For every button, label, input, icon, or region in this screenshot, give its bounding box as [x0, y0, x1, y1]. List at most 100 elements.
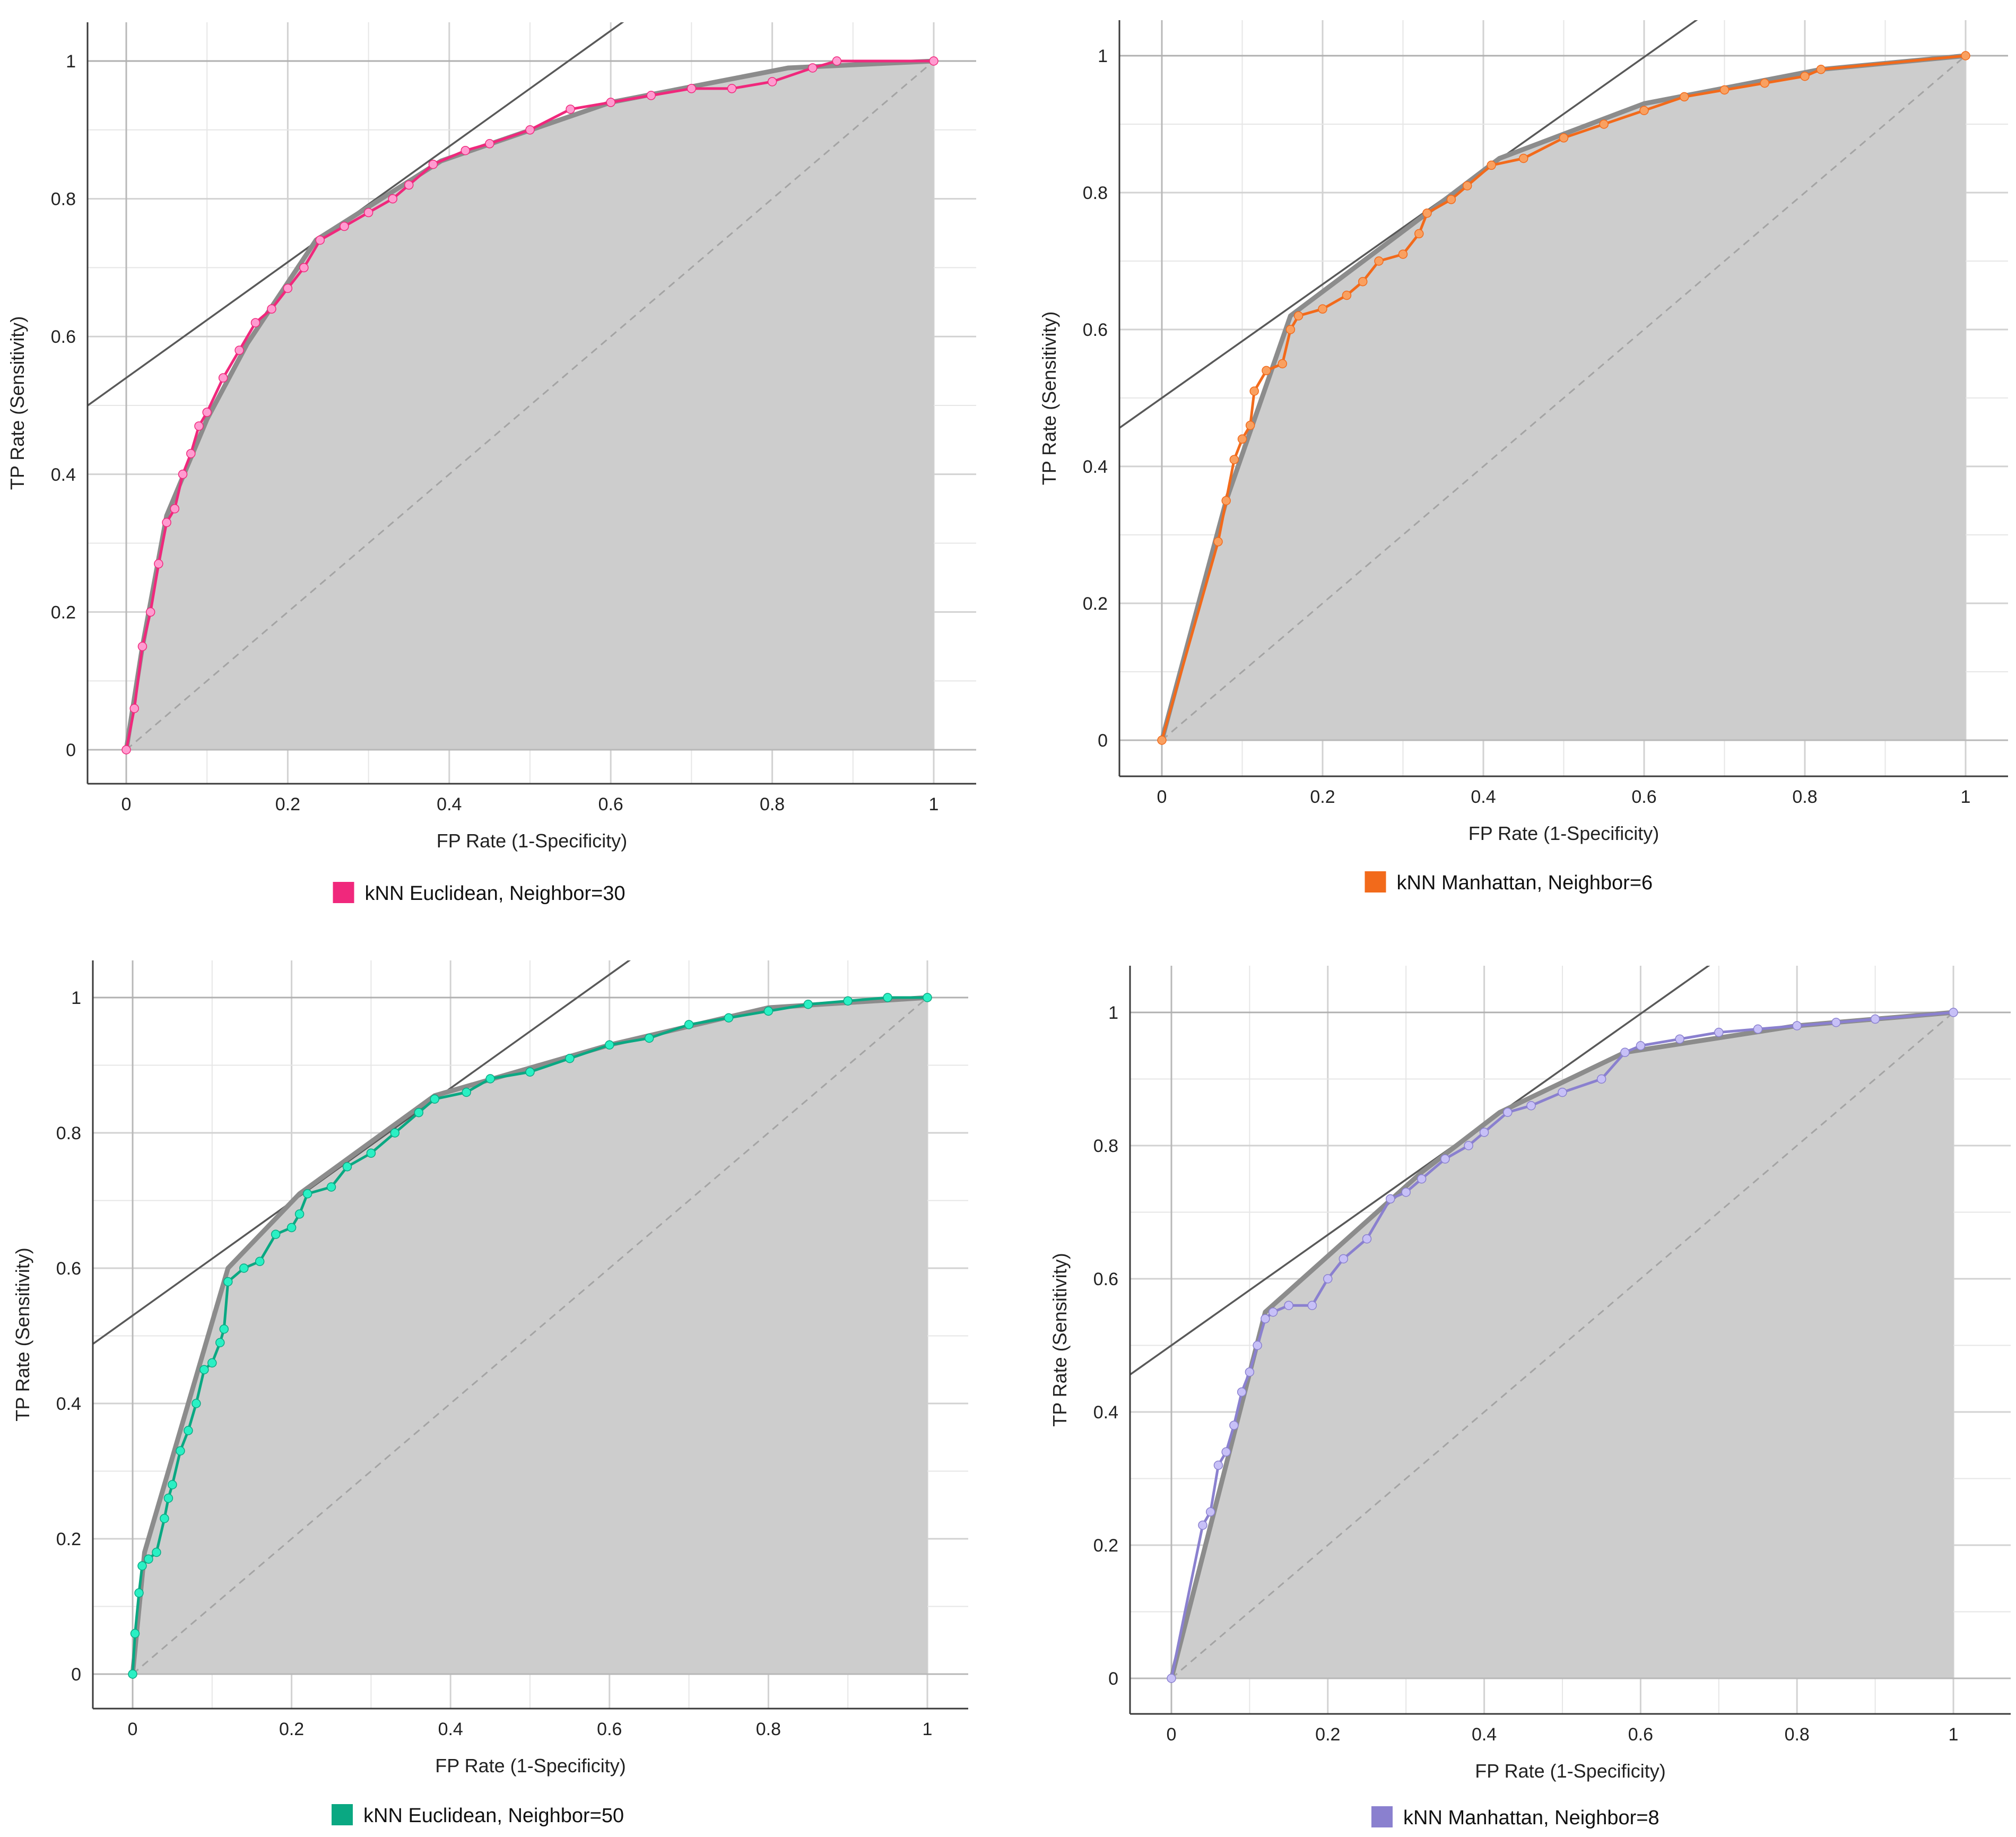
roc-point [1245, 420, 1255, 430]
plot-area [1130, 966, 2011, 1714]
y-tick-label: 0.4 [51, 465, 76, 485]
roc-point [1157, 735, 1167, 745]
roc-point [565, 1054, 575, 1063]
roc-point [178, 470, 188, 479]
y-axis-label: TP Rate (Sensitivity) [12, 1247, 33, 1421]
roc-point [1221, 496, 1231, 506]
roc-point [152, 1547, 161, 1557]
x-tick-label: 0.2 [1315, 1725, 1340, 1745]
legend-label: kNN Euclidean, Neighbor=50 [363, 1805, 624, 1827]
iso-performance-line [93, 960, 631, 1346]
legend: kNN Manhattan, Neighbor=8 [1371, 1806, 1659, 1829]
roc-point [1599, 119, 1609, 129]
roc-point [1753, 1024, 1763, 1034]
roc-point [326, 1182, 336, 1192]
roc-point [137, 642, 147, 652]
roc-point [130, 1628, 140, 1639]
y-tick-label: 0.6 [56, 1259, 81, 1279]
roc-point [154, 559, 163, 569]
x-tick-label: 1 [929, 794, 939, 814]
roc-point [294, 1209, 305, 1219]
y-tick-label: 0 [66, 740, 76, 760]
legend: kNN Manhattan, Neighbor=6 [1365, 871, 1653, 894]
legend-swatch [1365, 871, 1386, 892]
roc-point [485, 139, 494, 149]
x-tick-label: 0.4 [437, 794, 462, 814]
roc-point [1245, 1367, 1255, 1377]
roc-point [566, 105, 575, 114]
x-tick-label: 0 [1167, 1725, 1177, 1745]
roc-point [727, 84, 737, 93]
x-tick-label: 0.8 [756, 1719, 781, 1739]
x-tick-label: 0.8 [1792, 787, 1817, 807]
roc-point [1816, 65, 1826, 74]
x-tick-label: 1 [1949, 1725, 1959, 1745]
roc-point [342, 1162, 352, 1172]
x-tick-label: 0.4 [1472, 1725, 1497, 1745]
roc-point [1213, 537, 1223, 547]
roc-point [176, 1446, 185, 1455]
roc-point [267, 304, 276, 314]
roc-point [1519, 153, 1528, 163]
roc-point [1284, 1301, 1293, 1310]
convex-hull-line [130, 995, 928, 1675]
roc-point [1800, 71, 1810, 81]
roc-point [128, 1669, 137, 1679]
roc-point [1620, 1047, 1630, 1058]
roc-point [923, 993, 932, 1002]
roc-point [430, 1094, 439, 1104]
roc-point [1401, 1188, 1411, 1197]
roc-point [239, 1263, 249, 1273]
plot-area [93, 960, 968, 1709]
roc-point [646, 91, 656, 100]
roc-point [234, 345, 244, 355]
roc-point [388, 194, 398, 204]
roc-point [1262, 366, 1271, 376]
roc-point [1526, 1101, 1536, 1111]
roc-point [803, 1000, 813, 1009]
roc-point [832, 56, 842, 66]
roc-point [1462, 181, 1472, 190]
roc-point [1760, 78, 1769, 88]
y-tick-label: 0.6 [51, 327, 76, 347]
diagonal-reference-line [126, 60, 934, 751]
roc-point [1249, 386, 1259, 396]
roc-point [1358, 276, 1368, 287]
roc-point [605, 1040, 614, 1050]
legend-label: kNN Manhattan, Neighbor=6 [1397, 872, 1653, 894]
legend-swatch [1371, 1806, 1393, 1827]
roc-point [807, 63, 818, 73]
y-tick-label: 0.8 [1083, 183, 1108, 203]
roc-point [1385, 1194, 1395, 1204]
roc-point [1479, 1128, 1489, 1137]
diagonal-reference-line [132, 997, 928, 1675]
x-tick-label: 0 [128, 1719, 138, 1739]
roc-point [843, 996, 853, 1006]
roc-point [1831, 1018, 1841, 1027]
x-axis-label: FP Rate (1-Specificity) [1475, 1760, 1665, 1782]
y-tick-label: 0.4 [56, 1394, 81, 1414]
roc-point [1205, 1507, 1215, 1517]
roc-point [428, 159, 438, 169]
roc-point [684, 1020, 694, 1029]
roc-point [137, 1561, 147, 1571]
roc-point [724, 1013, 734, 1023]
roc-point [134, 1588, 144, 1598]
roc-point [1278, 359, 1287, 369]
roc-point [299, 263, 309, 273]
roc-point [144, 1554, 153, 1564]
y-tick-label: 0.8 [51, 189, 76, 210]
roc-point [170, 504, 180, 514]
roc-point [207, 1358, 217, 1368]
y-tick-label: 0.2 [56, 1529, 81, 1549]
roc-point [340, 221, 349, 231]
roc-point [525, 1067, 535, 1077]
roc-point [1440, 1154, 1450, 1164]
roc-point [1221, 1447, 1231, 1457]
x-tick-label: 0.6 [598, 794, 623, 814]
y-tick-label: 1 [1108, 1003, 1118, 1023]
y-tick-label: 0.6 [1083, 320, 1108, 340]
x-tick-label: 1 [1961, 787, 1971, 807]
roc-point [390, 1128, 400, 1138]
roc-chart-3: 0 0.2 0.4 0.6 0.8 1 0 0.2 0.4 0.6 0.8 1 FP Rate (1-S… [12, 960, 968, 1827]
